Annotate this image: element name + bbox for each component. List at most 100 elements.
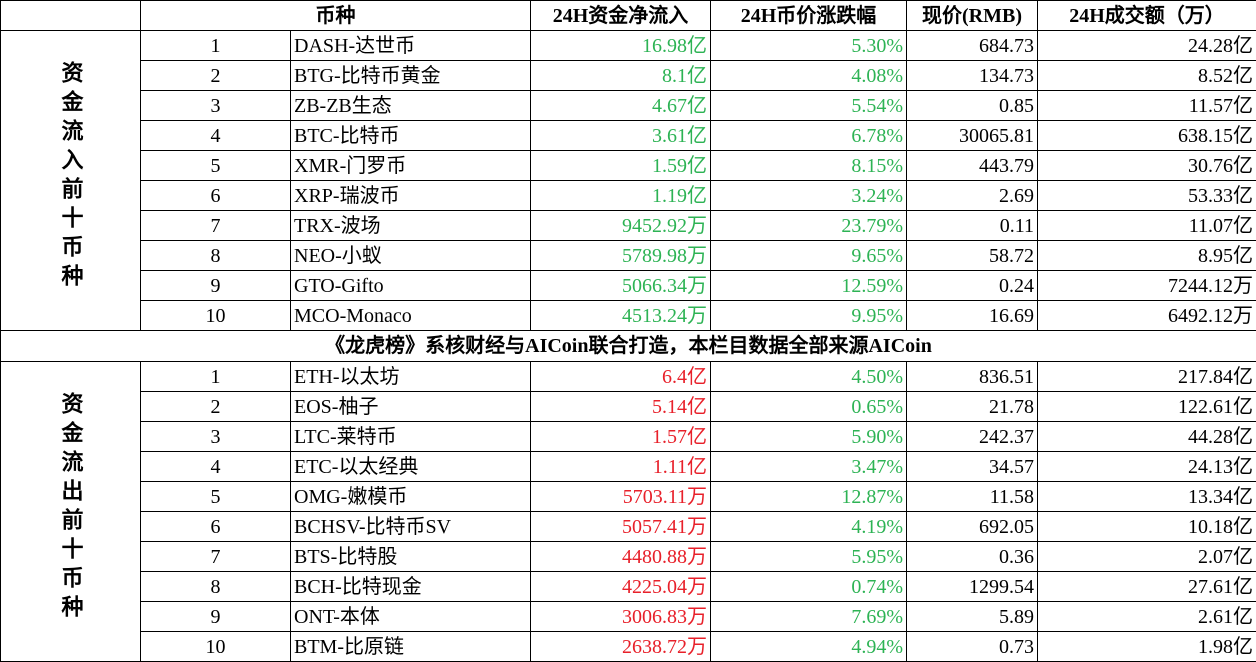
coin-name: BCH-比特现金 [291, 572, 531, 602]
price: 836.51 [907, 362, 1038, 392]
rank: 4 [141, 452, 291, 482]
rank: 1 [141, 362, 291, 392]
price: 21.78 [907, 392, 1038, 422]
volume: 10.18亿 [1038, 512, 1256, 542]
coin-name: ZB-ZB生态 [291, 91, 531, 121]
volume: 24.28亿 [1038, 31, 1256, 61]
rank: 4 [141, 121, 291, 151]
volume: 30.76亿 [1038, 151, 1256, 181]
price: 5.89 [907, 602, 1038, 632]
net-flow: 4.67亿 [531, 91, 711, 121]
net-flow: 1.11亿 [531, 452, 711, 482]
price-change: 12.87% [711, 482, 907, 512]
volume: 11.57亿 [1038, 91, 1256, 121]
volume: 53.33亿 [1038, 181, 1256, 211]
rank: 5 [141, 482, 291, 512]
group-label-cell: 资金流入前十币种 [1, 31, 141, 331]
header-cell: 24H成交额（万） [1038, 1, 1256, 31]
price: 0.36 [907, 542, 1038, 572]
net-flow: 5.14亿 [531, 392, 711, 422]
net-flow: 16.98亿 [531, 31, 711, 61]
net-flow: 9452.92万 [531, 211, 711, 241]
price-change: 5.54% [711, 91, 907, 121]
rank: 7 [141, 542, 291, 572]
rank: 1 [141, 31, 291, 61]
rank: 3 [141, 422, 291, 452]
price-change: 9.65% [711, 241, 907, 271]
header-cell: 24H资金净流入 [531, 1, 711, 31]
volume: 638.15亿 [1038, 121, 1256, 151]
coin-name: ETC-以太经典 [291, 452, 531, 482]
price-change: 9.95% [711, 301, 907, 331]
price-change: 7.69% [711, 602, 907, 632]
net-flow: 5057.41万 [531, 512, 711, 542]
note-row: 《龙虎榜》系核财经与AICoin联合打造，本栏目数据全部来源AICoin [1, 331, 1256, 362]
rank: 5 [141, 151, 291, 181]
rank: 6 [141, 512, 291, 542]
price-change: 4.94% [711, 632, 907, 662]
price-change: 5.95% [711, 542, 907, 572]
price: 0.73 [907, 632, 1038, 662]
price-change: 5.90% [711, 422, 907, 452]
volume: 44.28亿 [1038, 422, 1256, 452]
coin-name: EOS-柚子 [291, 392, 531, 422]
volume: 24.13亿 [1038, 452, 1256, 482]
header-cell: 24H币价涨跌幅 [711, 1, 907, 31]
price: 684.73 [907, 31, 1038, 61]
coin-name: DASH-达世币 [291, 31, 531, 61]
price-change: 4.19% [711, 512, 907, 542]
net-flow: 5789.98万 [531, 241, 711, 271]
price-change: 23.79% [711, 211, 907, 241]
rank: 2 [141, 392, 291, 422]
price: 0.24 [907, 271, 1038, 301]
price-change: 5.30% [711, 31, 907, 61]
group-label-cell: 资金流出前十币种 [1, 362, 141, 662]
price: 30065.81 [907, 121, 1038, 151]
net-flow: 1.57亿 [531, 422, 711, 452]
rank: 9 [141, 602, 291, 632]
price-change: 3.24% [711, 181, 907, 211]
volume: 122.61亿 [1038, 392, 1256, 422]
rank: 6 [141, 181, 291, 211]
net-flow: 3.61亿 [531, 121, 711, 151]
rank: 8 [141, 241, 291, 271]
price: 34.57 [907, 452, 1038, 482]
group-label: 资金流出前十币种 [57, 392, 85, 624]
coin-name: ONT-本体 [291, 602, 531, 632]
price-change: 4.08% [711, 61, 907, 91]
volume: 13.34亿 [1038, 482, 1256, 512]
coin-name: ETH-以太坊 [291, 362, 531, 392]
volume: 8.95亿 [1038, 241, 1256, 271]
rank: 10 [141, 301, 291, 331]
coin-name: BCHSV-比特币SV [291, 512, 531, 542]
note: 《龙虎榜》系核财经与AICoin联合打造，本栏目数据全部来源AICoin [1, 331, 1256, 362]
net-flow: 4513.24万 [531, 301, 711, 331]
price: 242.37 [907, 422, 1038, 452]
price: 16.69 [907, 301, 1038, 331]
group-label: 资金流入前十币种 [57, 61, 85, 293]
volume: 27.61亿 [1038, 572, 1256, 602]
net-flow: 1.19亿 [531, 181, 711, 211]
rank: 8 [141, 572, 291, 602]
net-flow: 8.1亿 [531, 61, 711, 91]
price-change: 4.50% [711, 362, 907, 392]
volume: 6492.12万 [1038, 301, 1256, 331]
price: 0.85 [907, 91, 1038, 121]
volume: 217.84亿 [1038, 362, 1256, 392]
price: 134.73 [907, 61, 1038, 91]
volume: 7244.12万 [1038, 271, 1256, 301]
rank: 9 [141, 271, 291, 301]
price-change: 8.15% [711, 151, 907, 181]
price-change: 0.65% [711, 392, 907, 422]
header-blank [1, 1, 141, 31]
